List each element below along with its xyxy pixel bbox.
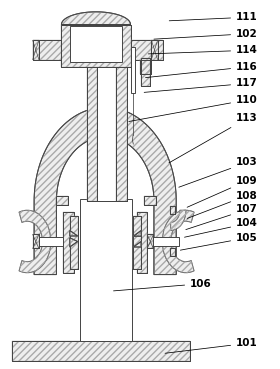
- Bar: [144, 196, 156, 205]
- Bar: [33, 40, 61, 59]
- Bar: [87, 67, 97, 201]
- Bar: [70, 216, 78, 269]
- Bar: [12, 341, 190, 361]
- Text: 108: 108: [187, 190, 258, 218]
- Polygon shape: [70, 238, 78, 247]
- Polygon shape: [133, 231, 141, 236]
- Bar: [12, 341, 190, 361]
- Bar: [144, 196, 156, 205]
- Bar: [56, 196, 67, 205]
- Bar: [140, 59, 151, 74]
- Bar: [34, 237, 63, 246]
- Bar: [70, 216, 78, 269]
- Wedge shape: [19, 210, 51, 273]
- Bar: [137, 212, 147, 273]
- Bar: [87, 67, 127, 201]
- Wedge shape: [171, 210, 186, 231]
- Bar: [170, 206, 175, 214]
- Bar: [116, 67, 127, 201]
- Bar: [170, 206, 175, 214]
- Polygon shape: [133, 241, 141, 247]
- Bar: [33, 40, 61, 59]
- Bar: [144, 196, 156, 205]
- Text: 105: 105: [180, 233, 258, 250]
- Bar: [133, 216, 141, 269]
- Bar: [170, 206, 175, 214]
- Text: 110: 110: [129, 95, 258, 121]
- Bar: [147, 234, 153, 248]
- Text: 102: 102: [154, 29, 258, 39]
- Bar: [141, 58, 150, 86]
- Text: 107: 107: [186, 204, 258, 230]
- Bar: [170, 248, 175, 256]
- Bar: [130, 40, 163, 59]
- Bar: [116, 67, 127, 201]
- Bar: [151, 40, 158, 59]
- Text: 114: 114: [148, 45, 258, 55]
- Bar: [130, 40, 163, 59]
- Bar: [147, 237, 179, 246]
- Bar: [140, 59, 151, 74]
- Text: 117: 117: [144, 78, 258, 92]
- Bar: [33, 234, 39, 248]
- Polygon shape: [58, 139, 153, 273]
- Bar: [87, 67, 127, 201]
- Bar: [141, 58, 150, 86]
- Bar: [63, 212, 74, 273]
- Polygon shape: [70, 231, 78, 236]
- Bar: [61, 25, 130, 67]
- Text: 116: 116: [146, 62, 258, 77]
- Bar: [147, 234, 153, 248]
- Bar: [151, 40, 158, 59]
- Bar: [12, 341, 190, 361]
- Text: 109: 109: [187, 176, 258, 207]
- Polygon shape: [34, 107, 176, 275]
- Bar: [130, 40, 163, 59]
- Bar: [137, 212, 147, 273]
- Bar: [170, 248, 175, 256]
- Bar: [133, 216, 141, 269]
- Bar: [141, 58, 150, 86]
- Bar: [137, 212, 147, 273]
- Bar: [63, 212, 74, 273]
- Bar: [63, 212, 74, 273]
- Bar: [33, 40, 39, 59]
- Bar: [33, 234, 39, 248]
- Text: 104: 104: [185, 218, 258, 237]
- Bar: [33, 40, 39, 59]
- Bar: [80, 199, 132, 341]
- Text: 113: 113: [169, 113, 258, 163]
- Bar: [33, 234, 39, 248]
- Bar: [70, 26, 122, 62]
- Bar: [140, 59, 151, 74]
- Bar: [147, 234, 153, 248]
- Text: 106: 106: [113, 279, 212, 291]
- Bar: [151, 40, 158, 59]
- Polygon shape: [61, 12, 130, 25]
- Bar: [133, 216, 141, 269]
- Bar: [131, 47, 135, 93]
- Text: 103: 103: [179, 158, 258, 187]
- Bar: [97, 67, 116, 201]
- Bar: [33, 40, 39, 59]
- Bar: [87, 67, 97, 201]
- Bar: [61, 25, 130, 67]
- Bar: [56, 196, 67, 205]
- Bar: [61, 25, 130, 67]
- Text: 101: 101: [165, 338, 258, 353]
- Bar: [33, 40, 61, 59]
- Bar: [56, 196, 67, 205]
- Text: 111: 111: [169, 12, 258, 22]
- Bar: [70, 216, 78, 269]
- Bar: [116, 67, 127, 201]
- Bar: [87, 67, 97, 201]
- Bar: [170, 248, 175, 256]
- Wedge shape: [162, 210, 194, 273]
